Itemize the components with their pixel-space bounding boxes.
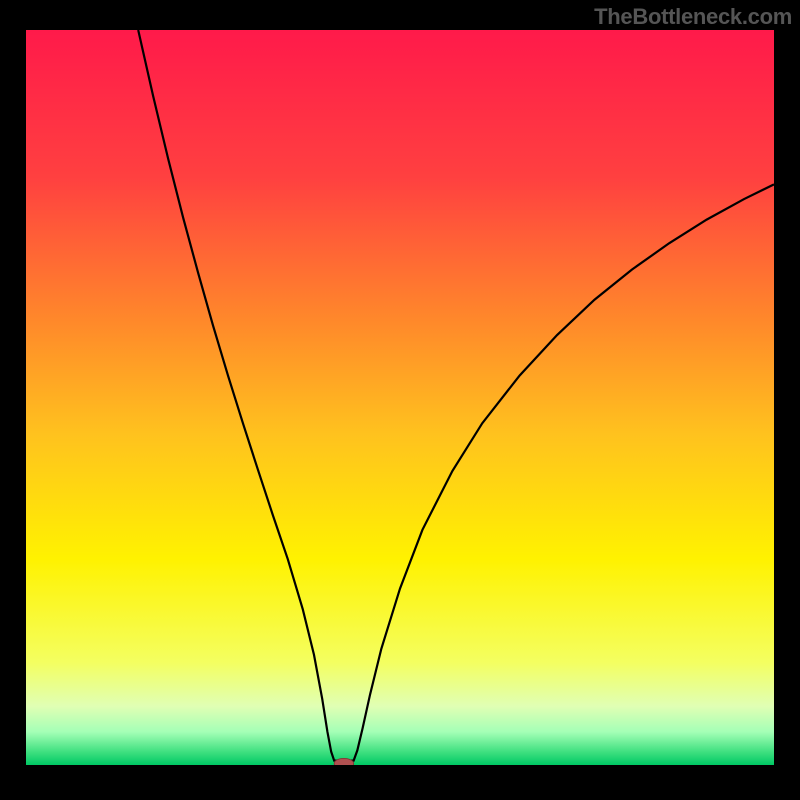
watermark-text: TheBottleneck.com xyxy=(594,4,792,30)
bottleneck-chart: TheBottleneck.com xyxy=(0,0,800,800)
minimum-marker xyxy=(334,758,353,765)
bottleneck-curve-line xyxy=(138,30,774,761)
curve-layer xyxy=(26,30,774,765)
plot-area xyxy=(26,30,774,765)
